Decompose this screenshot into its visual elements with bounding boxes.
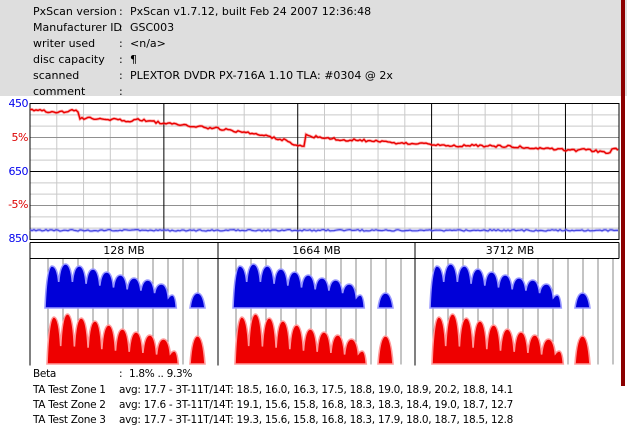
ta-zone1-label: TA Test Zone 1 <box>33 384 106 396</box>
ta-zone3-label: TA Test Zone 3 <box>33 414 106 426</box>
info-separator: : <box>119 5 123 18</box>
ta-zone1-values: avg: 17.7 - 3T-11T/14T: 18.5, 16.0, 16.3… <box>119 384 514 396</box>
info-label: comment <box>33 85 86 98</box>
window-right-border <box>621 0 625 386</box>
info-value: PLEXTOR DVDR PX-716A 1.10 TLA: #0304 @ 2… <box>130 69 393 82</box>
info-separator: : <box>119 37 123 50</box>
beta-label: Beta <box>33 368 57 380</box>
info-label: writer used <box>33 37 96 50</box>
ta-histogram-red <box>431 313 591 365</box>
scan-info-header: PxScan version : PxScan v1.7.12, built F… <box>0 0 627 98</box>
ta-zone3-values: avg: 17.7 - 3T-11T/14T: 19.3, 15.6, 15.8… <box>119 414 514 426</box>
x-zone-label-128mb: 128 MB <box>103 244 145 257</box>
x-zone-label-1664mb: 1664 MB <box>292 244 341 257</box>
info-label: scanned <box>33 69 80 82</box>
info-value: GSC003 <box>130 21 175 34</box>
info-label: PxScan version <box>33 5 117 18</box>
beta-value: 1.8% .. 9.3% <box>129 368 193 380</box>
ta-zone2-values: avg: 17.6 - 3T-11T/14T: 19.1, 15.6, 15.8… <box>119 399 514 411</box>
info-value: ¶ <box>130 53 137 66</box>
y-tick-650: 650 <box>8 165 29 178</box>
ta-histogram-blue <box>429 263 591 309</box>
ta-histogram-red <box>46 313 206 365</box>
info-value: PxScan v1.7.12, built Feb 24 2007 12:36:… <box>130 5 372 18</box>
info-value: <n/a> <box>130 37 166 50</box>
ta-histogram-red <box>234 313 394 365</box>
y-tick-plus5pct: 5% <box>11 131 29 144</box>
info-label: disc capacity <box>33 53 105 66</box>
y-tick-450: 450 <box>8 97 29 110</box>
x-zone-label-3712mb: 3712 MB <box>485 244 535 257</box>
y-tick-850: 850 <box>8 232 29 245</box>
info-separator: : <box>119 21 123 34</box>
info-separator: : <box>119 69 123 82</box>
info-separator: : <box>119 53 123 66</box>
ta-histogram-blue <box>44 263 206 309</box>
beta-separator: : <box>119 368 123 380</box>
y-tick-minus5pct: -5% <box>8 198 28 211</box>
ta-histogram-blue <box>232 263 394 309</box>
ta-zone2-label: TA Test Zone 2 <box>33 399 106 411</box>
info-separator: : <box>119 85 123 98</box>
info-label: Manufacturer ID <box>33 21 122 34</box>
